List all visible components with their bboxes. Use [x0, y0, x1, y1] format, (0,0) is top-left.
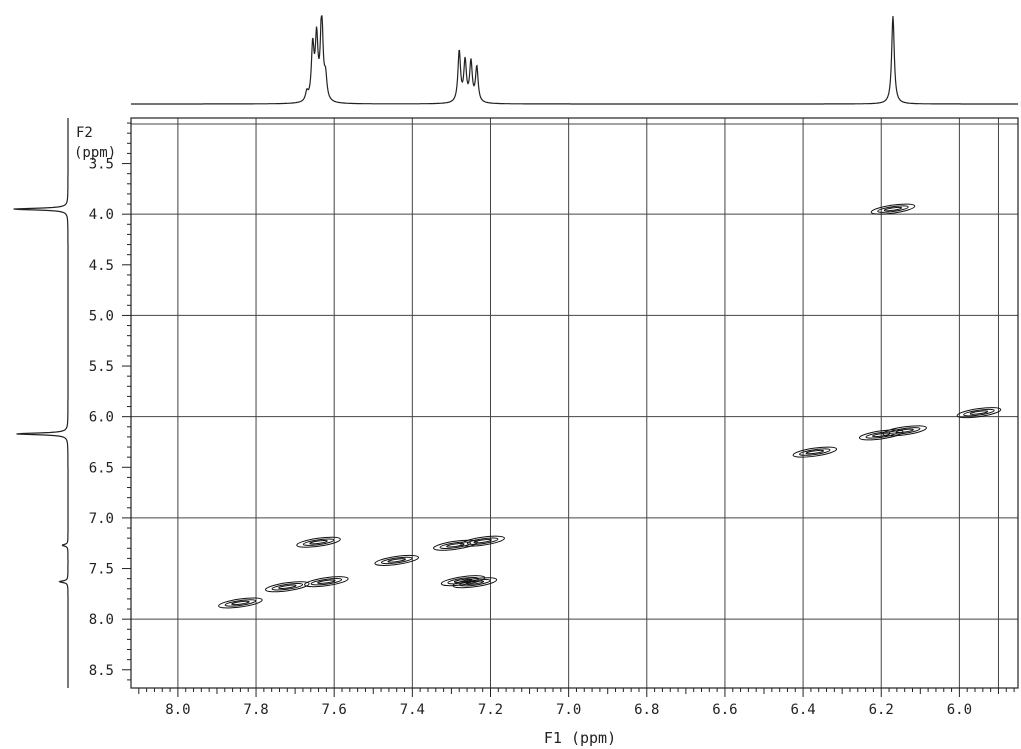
grid-lines [131, 118, 1018, 688]
cross-peak [882, 425, 927, 437]
x-tick-label: 6.6 [712, 702, 737, 718]
cross-peak [374, 554, 420, 566]
y-tick-label: 4.5 [89, 258, 114, 274]
cross-peak [218, 597, 263, 609]
x-tick-label: 6.8 [634, 702, 659, 718]
x-tick-label: 6.0 [947, 702, 972, 718]
y-tick-label: 3.5 [89, 157, 114, 173]
cross-peak [304, 576, 349, 588]
cross-peak [433, 539, 478, 551]
cross-peak [956, 407, 1002, 419]
y-tick-label: 7.0 [89, 511, 114, 527]
cross-peak [452, 577, 498, 589]
y-tick-label: 8.0 [89, 612, 114, 628]
y-axis-label-unit: (ppm) [74, 145, 116, 161]
y-tick-label: 6.0 [89, 410, 114, 426]
y-tick-label: 8.5 [89, 663, 114, 679]
cross-peak [265, 581, 310, 593]
y-tick-label: 7.5 [89, 562, 114, 578]
x-tick-label: 8.0 [165, 702, 190, 718]
cross-peak [870, 203, 916, 215]
y-tick-label: 4.0 [89, 207, 114, 223]
x-tick-label: 7.2 [478, 702, 503, 718]
x-tick-label: 7.4 [400, 702, 425, 718]
x-tick-label: 7.0 [556, 702, 581, 718]
y-axis-label-f2: F2 [76, 125, 93, 141]
cross-peak [460, 535, 505, 547]
cross-peak [792, 446, 838, 458]
plot-frame [130, 117, 1019, 689]
x-axis-label: F1 (ppm) [544, 729, 616, 747]
f1-projection-spectrum [131, 15, 1018, 105]
x-tick-label: 6.4 [790, 702, 815, 718]
x-tick-label: 7.8 [243, 702, 268, 718]
y-tick-label: 5.5 [89, 359, 114, 375]
x-tick-label: 6.2 [869, 702, 894, 718]
cross-peaks [218, 203, 1002, 609]
y-tick-label: 5.0 [89, 308, 114, 324]
x-tick-label: 7.6 [322, 702, 347, 718]
y-axis: 3.5 4.0 4.5 5.0 5.5 6.0 6.5 7.0 7.5 8.0 8.5 [89, 122, 131, 681]
x-axis: 8.0 7.8 7.6 7.4 7.2 7.0 6.8 6.6 6.4 6.2 6.0 [138, 688, 1015, 718]
f2-projection-spectrum [13, 118, 69, 688]
cross-peak [296, 536, 341, 548]
y-tick-label: 6.5 [89, 460, 114, 476]
